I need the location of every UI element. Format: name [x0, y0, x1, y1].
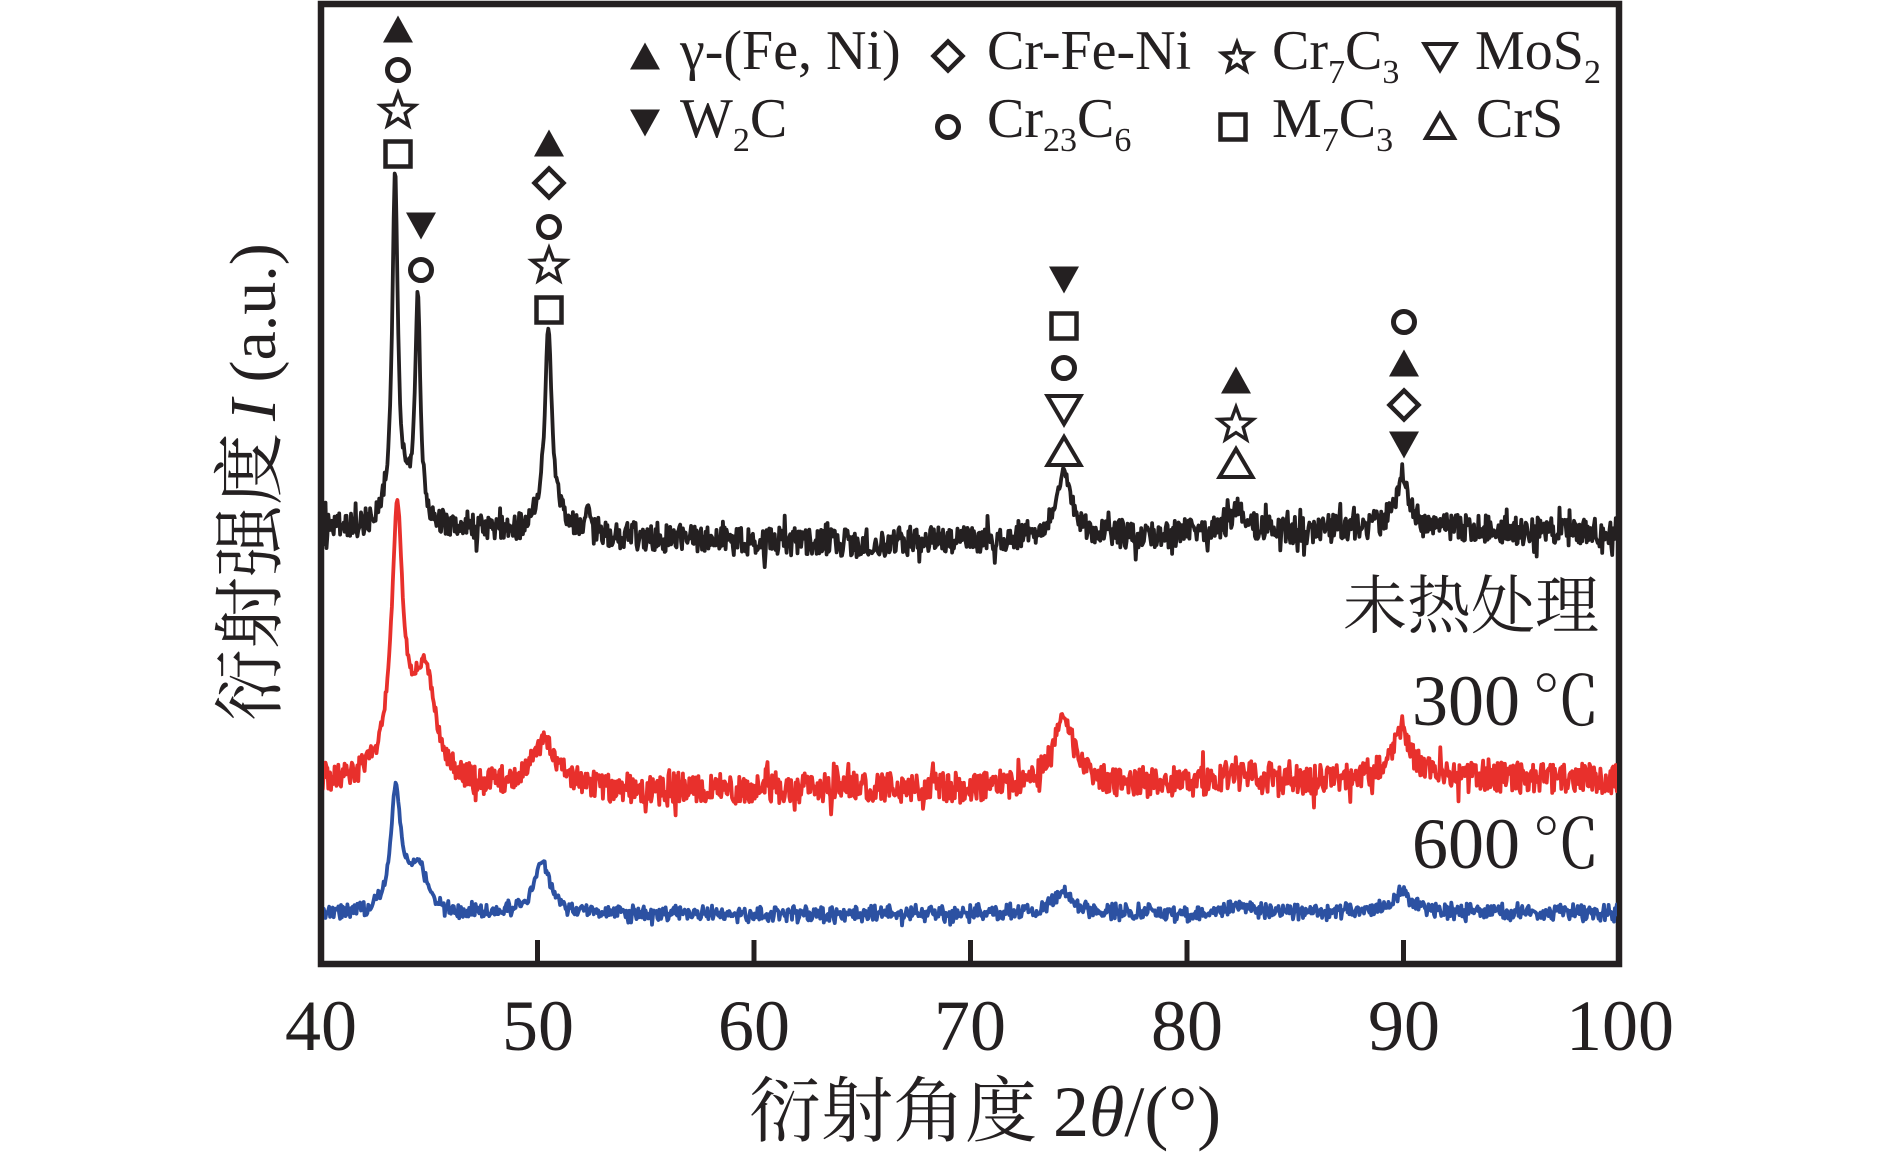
- svg-text:Cr7C3: Cr7C3: [1272, 20, 1399, 91]
- svg-text:40: 40: [285, 986, 357, 1066]
- svg-text:Cr-Fe-Ni: Cr-Fe-Ni: [987, 20, 1191, 82]
- svg-text:γ-(Fe, Ni): γ-(Fe, Ni): [679, 20, 901, 82]
- svg-text:600: 600: [1412, 804, 1520, 884]
- svg-text:MoS2: MoS2: [1475, 20, 1601, 91]
- svg-text:50: 50: [502, 986, 574, 1066]
- svg-text:80: 80: [1151, 986, 1223, 1066]
- svg-text:I (a.u.): I (a.u.): [217, 243, 290, 422]
- svg-text:70: 70: [934, 986, 1006, 1066]
- svg-text:300: 300: [1412, 661, 1520, 741]
- svg-text:CrS: CrS: [1476, 88, 1563, 150]
- svg-text:90: 90: [1368, 986, 1440, 1066]
- svg-text:60: 60: [718, 986, 790, 1066]
- svg-text:100: 100: [1566, 986, 1674, 1066]
- svg-text:2θ/(°): 2θ/(°): [1053, 1072, 1221, 1152]
